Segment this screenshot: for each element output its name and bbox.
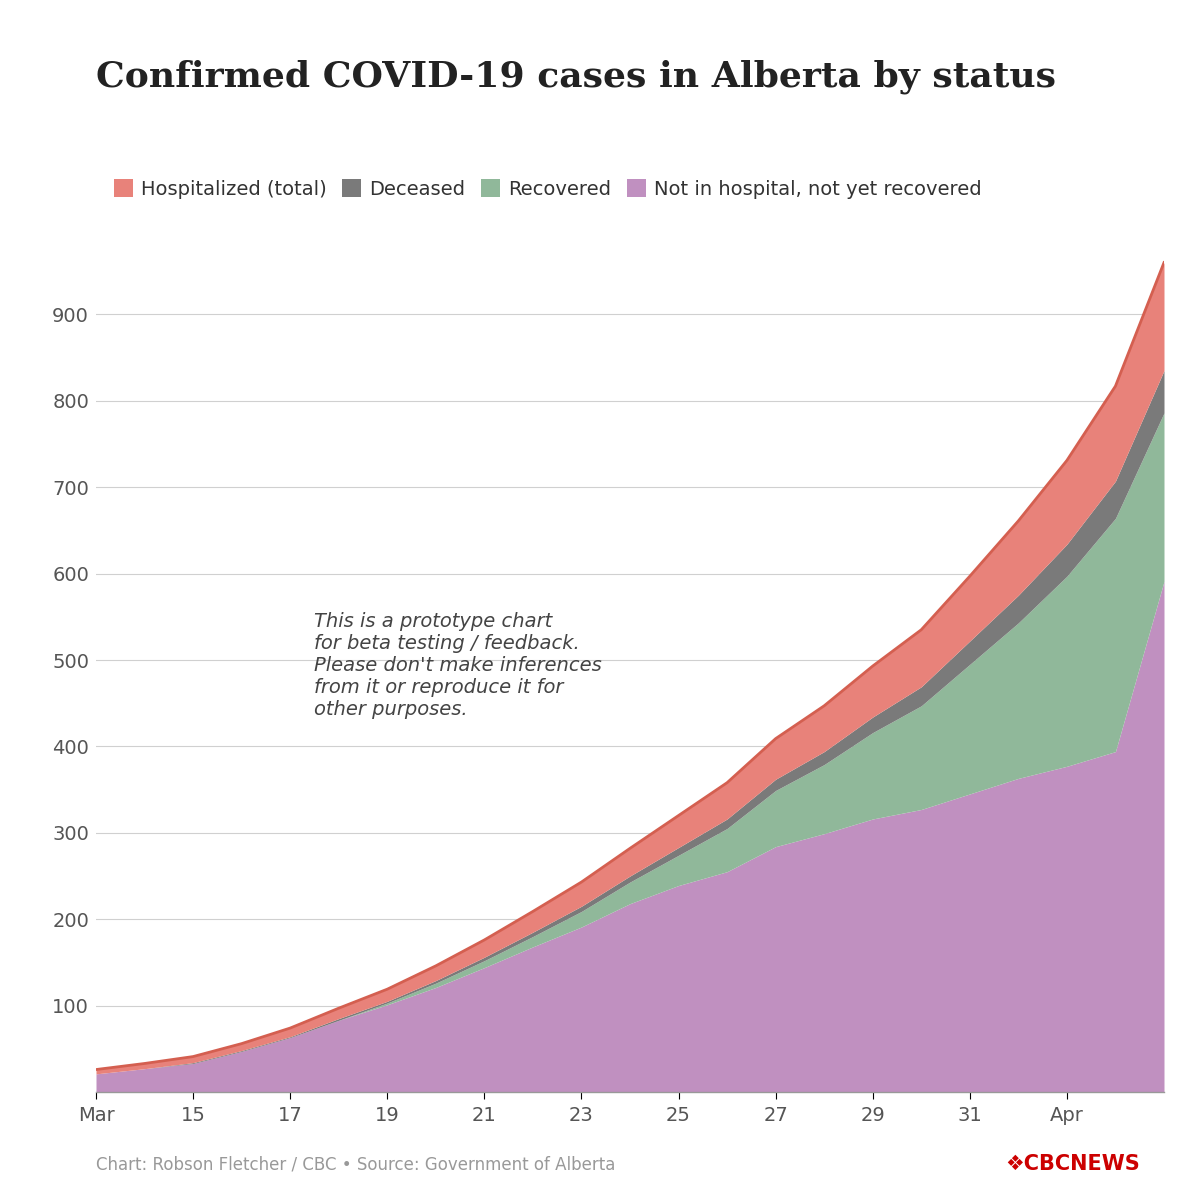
Text: This is a prototype chart
for beta testing / feedback.
Please don't make inferen: This is a prototype chart for beta testi… xyxy=(314,612,602,720)
Legend: Hospitalized (total), Deceased, Recovered, Not in hospital, not yet recovered: Hospitalized (total), Deceased, Recovere… xyxy=(106,172,989,206)
Text: Chart: Robson Fletcher / CBC • Source: Government of Alberta: Chart: Robson Fletcher / CBC • Source: G… xyxy=(96,1156,616,1174)
Text: ❖CBCNEWS: ❖CBCNEWS xyxy=(1006,1153,1140,1174)
Text: Confirmed COVID-19 cases in Alberta by status: Confirmed COVID-19 cases in Alberta by s… xyxy=(96,60,1056,95)
